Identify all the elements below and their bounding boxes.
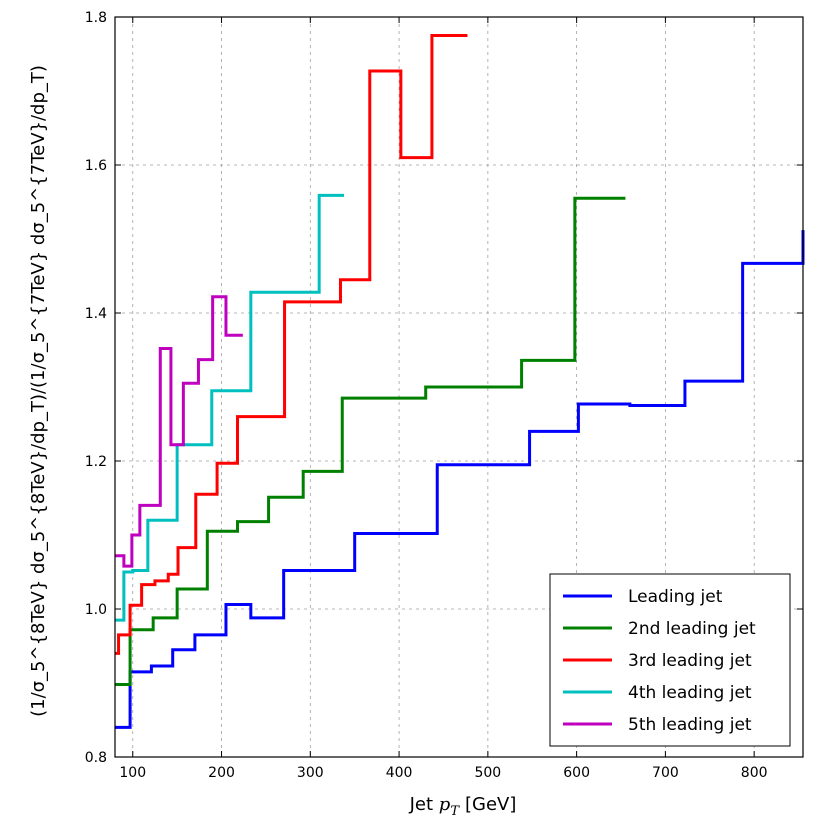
y-tick-label: 1.2 bbox=[85, 454, 107, 470]
x-tick-label: 500 bbox=[474, 765, 501, 781]
legend-label: 3rd leading jet bbox=[628, 651, 752, 671]
y-axis-label: (1/σ_5^{8TeV} dσ_5^{8TeV}/dp_T)/(1/σ_5^{… bbox=[28, 65, 49, 717]
y-tick-label: 1.4 bbox=[85, 306, 107, 322]
legend-label: 5th leading jet bbox=[628, 715, 752, 735]
series-line bbox=[115, 196, 626, 686]
series-line bbox=[115, 34, 468, 655]
series-4 bbox=[115, 193, 345, 622]
y-tick-label: 1.0 bbox=[85, 602, 107, 618]
series-line bbox=[115, 230, 805, 729]
series-5 bbox=[115, 295, 243, 568]
ticks: 100 200 300 400 500 600 700 800 0.8 1.0 1.2 1.4 1.6 1… bbox=[85, 10, 803, 781]
series-3 bbox=[115, 34, 468, 655]
x-axis-label-var: p bbox=[439, 794, 451, 815]
x-tick-label: 600 bbox=[563, 765, 590, 781]
x-axis-label-prefix: Jet bbox=[409, 794, 433, 815]
x-tick-label: 800 bbox=[741, 765, 768, 781]
y-tick-label: 1.6 bbox=[85, 158, 107, 174]
x-tick-label: 100 bbox=[119, 765, 146, 781]
x-tick-label: 200 bbox=[208, 765, 235, 781]
legend-label: 4th leading jet bbox=[628, 683, 752, 703]
series-line bbox=[115, 193, 345, 622]
x-tick-label: 300 bbox=[297, 765, 324, 781]
legend: Leading jet 2nd leading jet 3rd leading je… bbox=[549, 573, 791, 747]
x-tick-label: 400 bbox=[386, 765, 413, 781]
series-line bbox=[115, 295, 243, 568]
plot-frame bbox=[114, 16, 804, 758]
series-1 bbox=[115, 230, 805, 729]
x-axis-label-unit: [GeV] bbox=[465, 794, 516, 815]
legend-label: Leading jet bbox=[628, 587, 723, 607]
x-axis-label-sub: T bbox=[450, 804, 460, 819]
x-tick-label: 700 bbox=[652, 765, 679, 781]
series-2 bbox=[115, 196, 626, 686]
x-axis-label: Jet pT [GeV] bbox=[409, 794, 517, 819]
legend-label: 2nd leading jet bbox=[628, 619, 756, 639]
series-group bbox=[115, 34, 805, 729]
y-tick-label: 1.8 bbox=[85, 10, 107, 26]
y-tick-label: 0.8 bbox=[85, 750, 107, 766]
